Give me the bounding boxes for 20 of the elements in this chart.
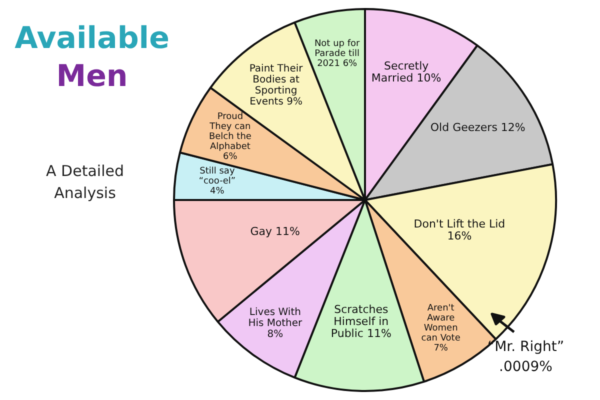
slice-label: Don't Lift the Lid [414, 218, 506, 231]
slice-label: Secretly Married 10% [371, 60, 442, 85]
data-label: .0009% [499, 358, 552, 375]
slice-label: Lives With His Mother [248, 307, 304, 330]
slice-label: Paint Their Bodies at Sporting Events 9% [249, 63, 304, 108]
slice-label: Proud They can Belch the Alphabet [208, 112, 252, 152]
slice-label: Scratches Himself in Public 11% [330, 303, 392, 340]
text: A Detailed Analysis [45, 161, 125, 204]
slice-label: Gay 11% [250, 225, 300, 238]
data-label: 8% [267, 329, 284, 340]
slice-label: “Mr. Right” [487, 338, 564, 355]
data-label: 4% [210, 186, 225, 197]
text: Available Men [14, 20, 170, 96]
slice-label: Not up for Parade till 2021 6% [314, 39, 360, 70]
slice-label: Aren't Aware Women can Vote [421, 304, 461, 344]
slice-label: Old Geezers 12% [430, 121, 526, 134]
data-label: 6% [223, 152, 238, 162]
data-label: 16% [447, 230, 472, 243]
slice-label: Still say “coo-el” [198, 166, 236, 187]
data-label: 7% [434, 344, 448, 354]
